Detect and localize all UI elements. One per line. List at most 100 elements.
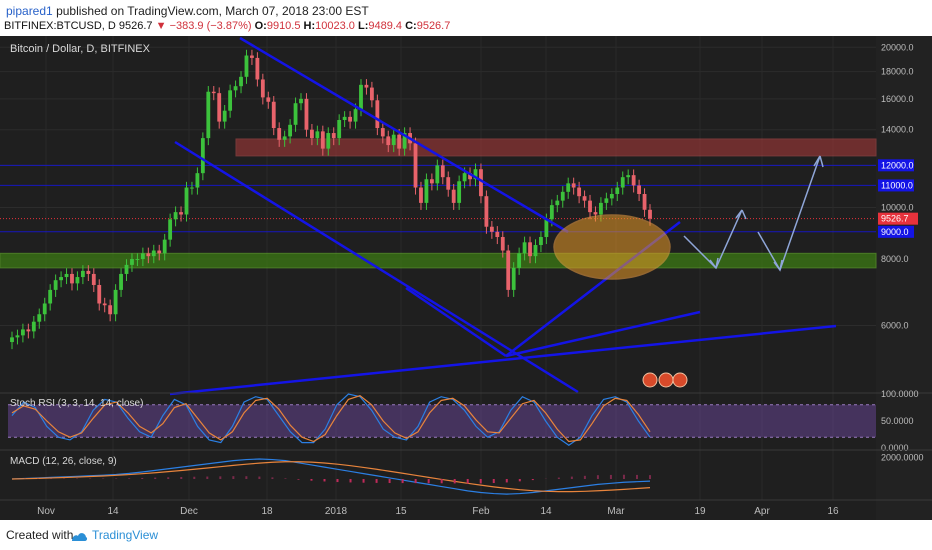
candle [173, 212, 178, 220]
publish-line: pipared1 published on TradingView.com, M… [6, 4, 369, 18]
x-tick-label: 19 [694, 506, 706, 517]
candle [615, 187, 620, 194]
candle [353, 109, 358, 122]
open-value: 9910.5 [266, 20, 301, 32]
stoch-y-label: 0.0000 [881, 443, 909, 453]
candle [479, 169, 483, 197]
chart-background [0, 36, 932, 520]
stoch-y-label: 100.0000 [881, 389, 919, 399]
candle [593, 212, 598, 215]
level-label-box [878, 179, 914, 192]
candle [10, 337, 14, 343]
y-tick-label: 18000.0 [881, 67, 914, 77]
candle [397, 134, 402, 149]
chart-canvas[interactable]: Bitcoin / Dollar, D, BITFINEX 20000.0 1800… [0, 36, 932, 520]
candle [211, 91, 216, 94]
candle [70, 273, 74, 284]
candle [631, 175, 636, 186]
candle [108, 305, 113, 315]
candle [517, 253, 522, 268]
candle [119, 273, 123, 290]
resistance-zone [235, 138, 877, 157]
candle [337, 120, 342, 139]
level-label-box [878, 159, 914, 172]
candle [457, 181, 462, 203]
candle [419, 187, 423, 203]
candle [380, 128, 385, 137]
candle [506, 250, 511, 290]
candle [140, 253, 145, 260]
candle [331, 133, 336, 139]
x-tick-label: 14 [107, 506, 119, 517]
y-tick-label: 9000.0 [881, 227, 909, 237]
y-tick-label: 14000.0 [881, 125, 914, 135]
candle [528, 242, 532, 257]
arrow-head [735, 209, 743, 219]
candle [342, 116, 347, 121]
candle [310, 129, 314, 139]
x-tick-label: Mar [607, 506, 625, 517]
candle [555, 200, 560, 206]
stoch-rsi-title: Stoch RSI (3, 3, 14, 14, close) [10, 398, 143, 409]
candle [582, 196, 587, 201]
tradingview-brand[interactable]: TradingView [92, 528, 159, 542]
ohlc-line: BITFINEX:BTCUSD, D 9526.7 ▼ −383.9 (−3.8… [4, 20, 450, 32]
candle [495, 231, 500, 238]
candle [571, 183, 576, 188]
candle [304, 98, 309, 130]
trend-line [239, 36, 569, 234]
last-price-box [878, 212, 918, 225]
candle [533, 245, 538, 257]
chart-area[interactable]: Bitcoin / Dollar, D, BITFINEX 20000.0 1800… [0, 36, 932, 520]
candle [577, 187, 582, 197]
x-tick-label: 16 [827, 506, 839, 517]
arrow-head [715, 257, 719, 269]
candle [20, 329, 25, 336]
candle [271, 101, 276, 129]
candle [200, 138, 205, 174]
x-tick-label: 15 [395, 506, 407, 517]
candle [604, 198, 609, 203]
candle [446, 177, 451, 190]
trend-line [169, 324, 837, 396]
stoch-line [11, 393, 651, 447]
candle [544, 219, 549, 238]
author-link[interactable]: pipared1 [6, 4, 53, 18]
tradingview-logo-icon [72, 533, 88, 541]
candle [168, 219, 173, 240]
candle [277, 128, 282, 140]
candle [391, 134, 396, 146]
change-value: −383.9 (−3.87%) [169, 20, 252, 32]
candle [75, 277, 80, 284]
candle [222, 110, 227, 122]
trend-line [405, 286, 507, 358]
candle [637, 185, 642, 194]
x-tick-label: Dec [180, 506, 198, 517]
created-with-text: Created with [6, 528, 74, 542]
candle [348, 116, 352, 122]
candle [151, 250, 156, 257]
low-label: L: [357, 20, 369, 32]
candle [386, 136, 391, 146]
x-tick-label: Nov [37, 506, 55, 517]
event-marker-icon [658, 372, 674, 388]
candle [282, 136, 287, 140]
macd-line [11, 461, 651, 493]
candle [48, 289, 53, 304]
candle [473, 169, 478, 180]
y-tick-label: 12000.0 [881, 160, 914, 170]
candle [620, 177, 625, 188]
candle [15, 335, 20, 338]
x-tick-label: 18 [261, 506, 273, 517]
y-tick-label: 6000.0 [881, 321, 909, 331]
trend-line [174, 140, 579, 394]
candle [184, 187, 189, 215]
candle [484, 196, 489, 227]
candle [228, 90, 233, 111]
level-label-box [878, 225, 914, 238]
candle [26, 329, 31, 332]
arrow-head [709, 259, 717, 269]
footer: Created with TradingView [0, 520, 932, 550]
close-label: C: [405, 20, 417, 32]
trend-line [505, 310, 701, 358]
